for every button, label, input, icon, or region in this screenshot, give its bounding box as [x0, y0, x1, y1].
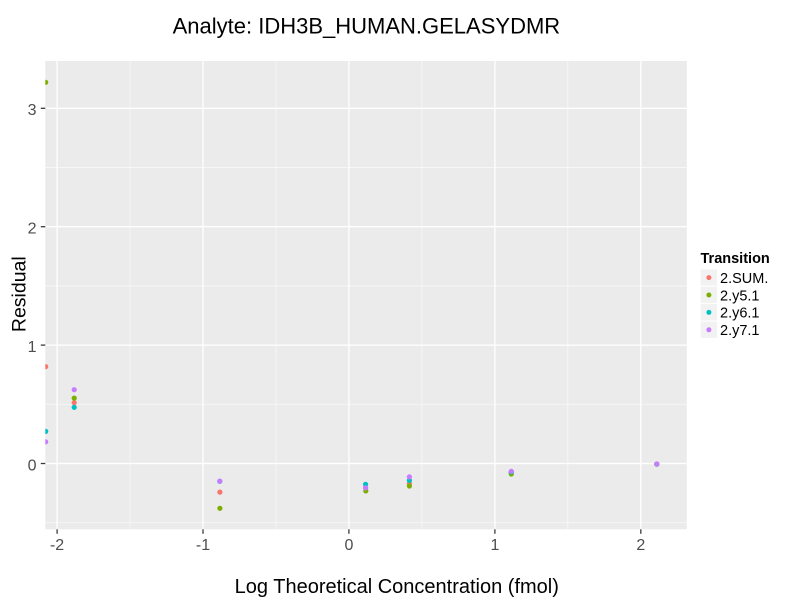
svg-text:Analyte: IDH3B_HUMAN.GELASYDMR: Analyte: IDH3B_HUMAN.GELASYDMR — [173, 14, 561, 39]
svg-text:Residual: Residual — [9, 256, 31, 332]
svg-text:-1: -1 — [196, 537, 210, 554]
svg-text:0: 0 — [28, 457, 37, 474]
svg-text:-2: -2 — [50, 537, 64, 554]
svg-text:0: 0 — [344, 537, 353, 554]
svg-text:3: 3 — [28, 102, 37, 119]
svg-text:2: 2 — [636, 537, 645, 554]
svg-text:2.y7.1: 2.y7.1 — [720, 323, 760, 339]
svg-text:2: 2 — [28, 221, 37, 238]
svg-text:2.SUM.: 2.SUM. — [720, 271, 768, 287]
svg-text:Transition: Transition — [701, 251, 770, 267]
svg-text:2.y6.1: 2.y6.1 — [720, 306, 760, 322]
svg-text:1: 1 — [28, 339, 37, 356]
svg-text:1: 1 — [490, 537, 499, 554]
svg-text:2.y5.1: 2.y5.1 — [720, 288, 760, 304]
svg-text:Log Theoretical Concentration: Log Theoretical Concentration (fmol) — [235, 576, 559, 598]
